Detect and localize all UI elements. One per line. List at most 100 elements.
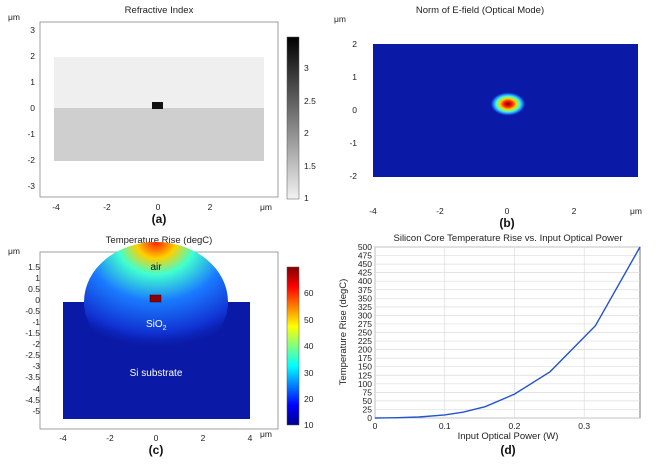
lower-cladding bbox=[54, 108, 264, 161]
x-tick-label: 0.3 bbox=[578, 421, 590, 431]
panel-d-x-axis: 0 0.1 0.2 0.3 bbox=[373, 421, 591, 431]
y-tick-label: 50 bbox=[363, 396, 373, 406]
panel-c-title: Temperature Rise (degC) bbox=[106, 235, 213, 246]
sio2-subscript: 2 bbox=[163, 325, 167, 332]
y-tick: 0 bbox=[35, 295, 40, 305]
panel-c: Temperature Rise (degC) μm air SiO2 Si s… bbox=[8, 235, 314, 457]
colorbar-tick: 1.5 bbox=[304, 161, 316, 171]
x-tick-label: 0.2 bbox=[509, 421, 521, 431]
panel-b-label: (b) bbox=[499, 216, 514, 230]
y-tick: -3.5 bbox=[25, 372, 40, 382]
x-tick: 2 bbox=[572, 206, 577, 216]
x-tick: -4 bbox=[52, 202, 60, 212]
colorbar-tick: 3 bbox=[304, 63, 309, 73]
colorbar-tick: 30 bbox=[304, 368, 314, 378]
x-axis-unit: μm bbox=[260, 429, 272, 439]
y-tick: 0.5 bbox=[28, 284, 40, 294]
sio2-label: SiO2 bbox=[146, 319, 167, 332]
y-tick-label: 150 bbox=[358, 362, 372, 372]
panel-c-y-unit: μm bbox=[8, 246, 20, 256]
x-tick: 2 bbox=[201, 433, 206, 443]
y-tick: -1 bbox=[27, 129, 35, 139]
panel-c-x-axis: -4 -2 0 2 4 μm bbox=[59, 429, 272, 443]
y-tick: -3 bbox=[32, 361, 40, 371]
x-tick: -4 bbox=[59, 433, 67, 443]
panel-d-series bbox=[374, 246, 641, 419]
y-tick-label: 325 bbox=[358, 302, 372, 312]
y-tick-label: 425 bbox=[358, 268, 372, 278]
panel-d-label: (d) bbox=[500, 443, 515, 457]
y-tick-label: 100 bbox=[358, 379, 372, 389]
y-tick: 0 bbox=[352, 105, 357, 115]
x-tick: 0 bbox=[505, 206, 510, 216]
panel-b: Norm of E-field (Optical Mode) μm 2 1 0 … bbox=[334, 5, 642, 230]
refractive-index-colorbar bbox=[286, 36, 300, 200]
x-axis-unit: μm bbox=[260, 202, 272, 212]
panel-b-title: Norm of E-field (Optical Mode) bbox=[416, 5, 544, 16]
heated-core bbox=[149, 294, 162, 303]
y-tick-label: 225 bbox=[358, 336, 372, 346]
x-tick: -4 bbox=[369, 206, 377, 216]
colorbar-tick: 1 bbox=[304, 193, 309, 203]
y-tick: -1 bbox=[32, 317, 40, 327]
colorbar-tick: 20 bbox=[304, 394, 314, 404]
sio2-main: SiO bbox=[146, 319, 163, 330]
panel-a-x-axis: -4 -2 0 2 μm bbox=[52, 202, 272, 212]
y-tick: -3 bbox=[27, 181, 35, 191]
panel-b-y-unit: μm bbox=[334, 14, 346, 24]
y-tick: 1 bbox=[352, 72, 357, 82]
y-tick-label: 500 bbox=[358, 242, 372, 252]
substrate-label: Si substrate bbox=[130, 368, 183, 379]
y-tick: 1 bbox=[35, 273, 40, 283]
y-tick-label: 450 bbox=[358, 259, 372, 269]
y-tick: 3 bbox=[30, 25, 35, 35]
y-tick-label: 375 bbox=[358, 285, 372, 295]
temperature-rise-line bbox=[374, 246, 641, 419]
colorbar-tick: 2.5 bbox=[304, 96, 316, 106]
panel-d-y-label: Temperature Rise (degC) bbox=[338, 279, 349, 386]
optical-mode-profile bbox=[490, 92, 526, 116]
y-tick: 2 bbox=[30, 51, 35, 61]
silicon-core bbox=[152, 102, 163, 109]
panel-a: Refractive Index μm 3 2 1 0 -1 -2 -3 -4 … bbox=[8, 5, 316, 226]
y-tick-label: 475 bbox=[358, 251, 372, 261]
y-tick-label: 0 bbox=[367, 413, 372, 423]
x-tick: 2 bbox=[208, 202, 213, 212]
y-tick: -2 bbox=[27, 155, 35, 165]
y-tick-label: 350 bbox=[358, 293, 372, 303]
x-tick: -2 bbox=[106, 433, 114, 443]
y-tick: 0 bbox=[30, 103, 35, 113]
y-tick-label: 200 bbox=[358, 345, 372, 355]
x-tick: 0 bbox=[156, 202, 161, 212]
colorbar-tick: 40 bbox=[304, 341, 314, 351]
x-tick-label: 0.1 bbox=[439, 421, 451, 431]
panel-a-y-axis: 3 2 1 0 -1 -2 -3 bbox=[27, 25, 35, 191]
panel-b-x-axis: -4 -2 0 2 μm bbox=[369, 206, 642, 216]
x-tick-label: 0 bbox=[373, 421, 378, 431]
panel-c-label: (c) bbox=[149, 443, 164, 457]
panel-d-y-axis: 0255075100125150175200225250275300325350… bbox=[358, 242, 372, 423]
air-label: air bbox=[150, 262, 162, 273]
temperature-colorbar bbox=[286, 266, 300, 426]
panel-d-grid bbox=[374, 246, 640, 419]
panel-d: Silicon Core Temperature Rise vs. Input … bbox=[338, 233, 641, 457]
y-tick-label: 25 bbox=[363, 404, 373, 414]
y-tick-label: 400 bbox=[358, 276, 372, 286]
x-axis-unit: μm bbox=[630, 206, 642, 216]
y-tick: -4.5 bbox=[25, 395, 40, 405]
panel-c-y-axis: 1.5 1 0.5 0 -0.5 -1 -1.5 -2 -2.5 -3 -3.5… bbox=[25, 262, 40, 416]
x-tick: -2 bbox=[103, 202, 111, 212]
panel-a-y-unit: μm bbox=[8, 12, 20, 22]
panel-a-label: (a) bbox=[152, 212, 167, 226]
y-tick-label: 175 bbox=[358, 353, 372, 363]
y-tick: -5 bbox=[32, 406, 40, 416]
y-tick: -1 bbox=[349, 138, 357, 148]
y-tick: 2 bbox=[352, 39, 357, 49]
panel-d-title: Silicon Core Temperature Rise vs. Input … bbox=[394, 233, 623, 244]
y-tick: -2 bbox=[32, 339, 40, 349]
y-tick: -0.5 bbox=[25, 306, 40, 316]
y-tick-label: 75 bbox=[363, 387, 373, 397]
x-tick: -2 bbox=[436, 206, 444, 216]
x-tick: 0 bbox=[154, 433, 159, 443]
